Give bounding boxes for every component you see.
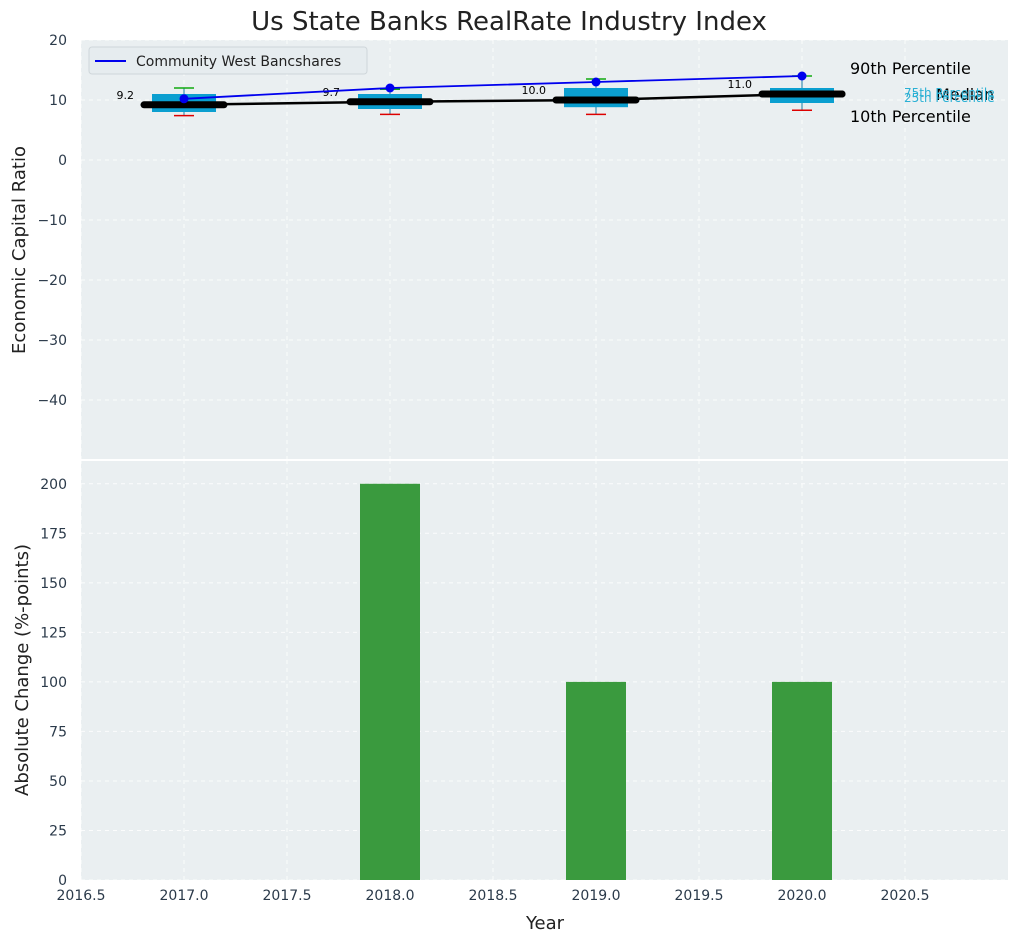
bottom-y-axis-label: Absolute Change (%-points): [12, 544, 33, 796]
bottom-y-tick-label: 100: [40, 675, 67, 691]
bottom-panel: 0 25 50 75 100 125 150 175 200 2016.5 2017.0 2017.5…: [40, 459, 1008, 904]
x-tick-label: 2018.0: [366, 888, 415, 904]
bottom-y-tick-label: 175: [40, 526, 67, 542]
company-point: [797, 71, 807, 81]
x-axis-label: Year: [525, 913, 565, 934]
p25-annotation: 25th Percentile: [904, 91, 995, 105]
median-annotation: Median: [936, 85, 994, 104]
company-point: [179, 94, 189, 104]
bottom-y-tick-label: 200: [40, 477, 67, 493]
x-tick-label: 2016.5: [57, 888, 106, 904]
bottom-y-tick-label: 150: [40, 576, 67, 592]
legend-label: Community West Bancshares: [136, 54, 341, 70]
company-point: [591, 77, 601, 87]
top-panel: 20 10 0 −10 −20 −30 −40 9.2 9.7 10.0 11.0 90th Perc…: [37, 33, 1008, 460]
company-line: [183, 75, 803, 100]
top-y-tick-label: −20: [37, 273, 67, 289]
legend-box: [88, 46, 368, 75]
bottom-y-tick-label: 25: [49, 823, 67, 839]
median-value-label: 9.7: [323, 86, 341, 99]
p75-annotation: 75th Percentile: [904, 86, 995, 100]
top-plot-background: [81, 40, 1008, 460]
chart-title: Us State Banks RealRate Industry Index: [251, 7, 767, 37]
top-y-axis-label: Economic Capital Ratio: [9, 146, 30, 354]
median-value-label: 10.0: [522, 84, 547, 97]
x-tick-label: 2019.5: [675, 888, 724, 904]
median-value-label: 11.0: [728, 78, 753, 91]
p10-annotation: 10th Percentile: [850, 107, 971, 126]
change-bar: [566, 681, 626, 880]
median-line: [183, 92, 803, 107]
top-y-tick-label: −30: [37, 333, 67, 349]
x-tick-label: 2018.5: [469, 888, 518, 904]
legend: Community West Bancshares: [88, 46, 368, 75]
x-tick-label: 2019.0: [572, 888, 621, 904]
x-tick-label: 2020.0: [778, 888, 827, 904]
p90-annotation: 90th Percentile: [850, 59, 971, 78]
change-bar: [772, 681, 832, 880]
x-tick-label: 2017.0: [160, 888, 209, 904]
change-bar: [360, 483, 420, 880]
top-y-tick-label: 0: [58, 153, 67, 169]
top-y-tick-label: 10: [49, 93, 67, 109]
x-tick-label: 2020.5: [881, 888, 930, 904]
x-tick-label: 2017.5: [263, 888, 312, 904]
bottom-y-tick-label: 50: [49, 774, 67, 790]
company-point: [385, 83, 395, 93]
bottom-y-tick-label: 75: [49, 724, 67, 740]
bottom-plot-background: [81, 460, 1008, 880]
top-y-tick-label: −40: [37, 393, 67, 409]
bottom-y-tick-label: 125: [40, 625, 67, 641]
top-y-tick-label: −10: [37, 213, 67, 229]
bottom-y-tick-label: 0: [58, 873, 67, 889]
top-y-tick-label: 20: [49, 33, 67, 49]
median-value-label: 9.2: [117, 89, 135, 102]
